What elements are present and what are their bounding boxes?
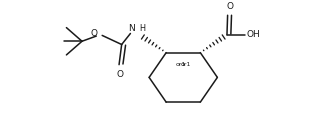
Text: or1: or1 xyxy=(181,62,191,67)
Text: H: H xyxy=(139,24,145,33)
Text: O: O xyxy=(117,70,124,79)
Text: O: O xyxy=(226,2,233,11)
Text: or1: or1 xyxy=(175,62,186,67)
Text: OH: OH xyxy=(246,30,260,39)
Text: N: N xyxy=(129,24,135,33)
Text: O: O xyxy=(91,29,98,38)
